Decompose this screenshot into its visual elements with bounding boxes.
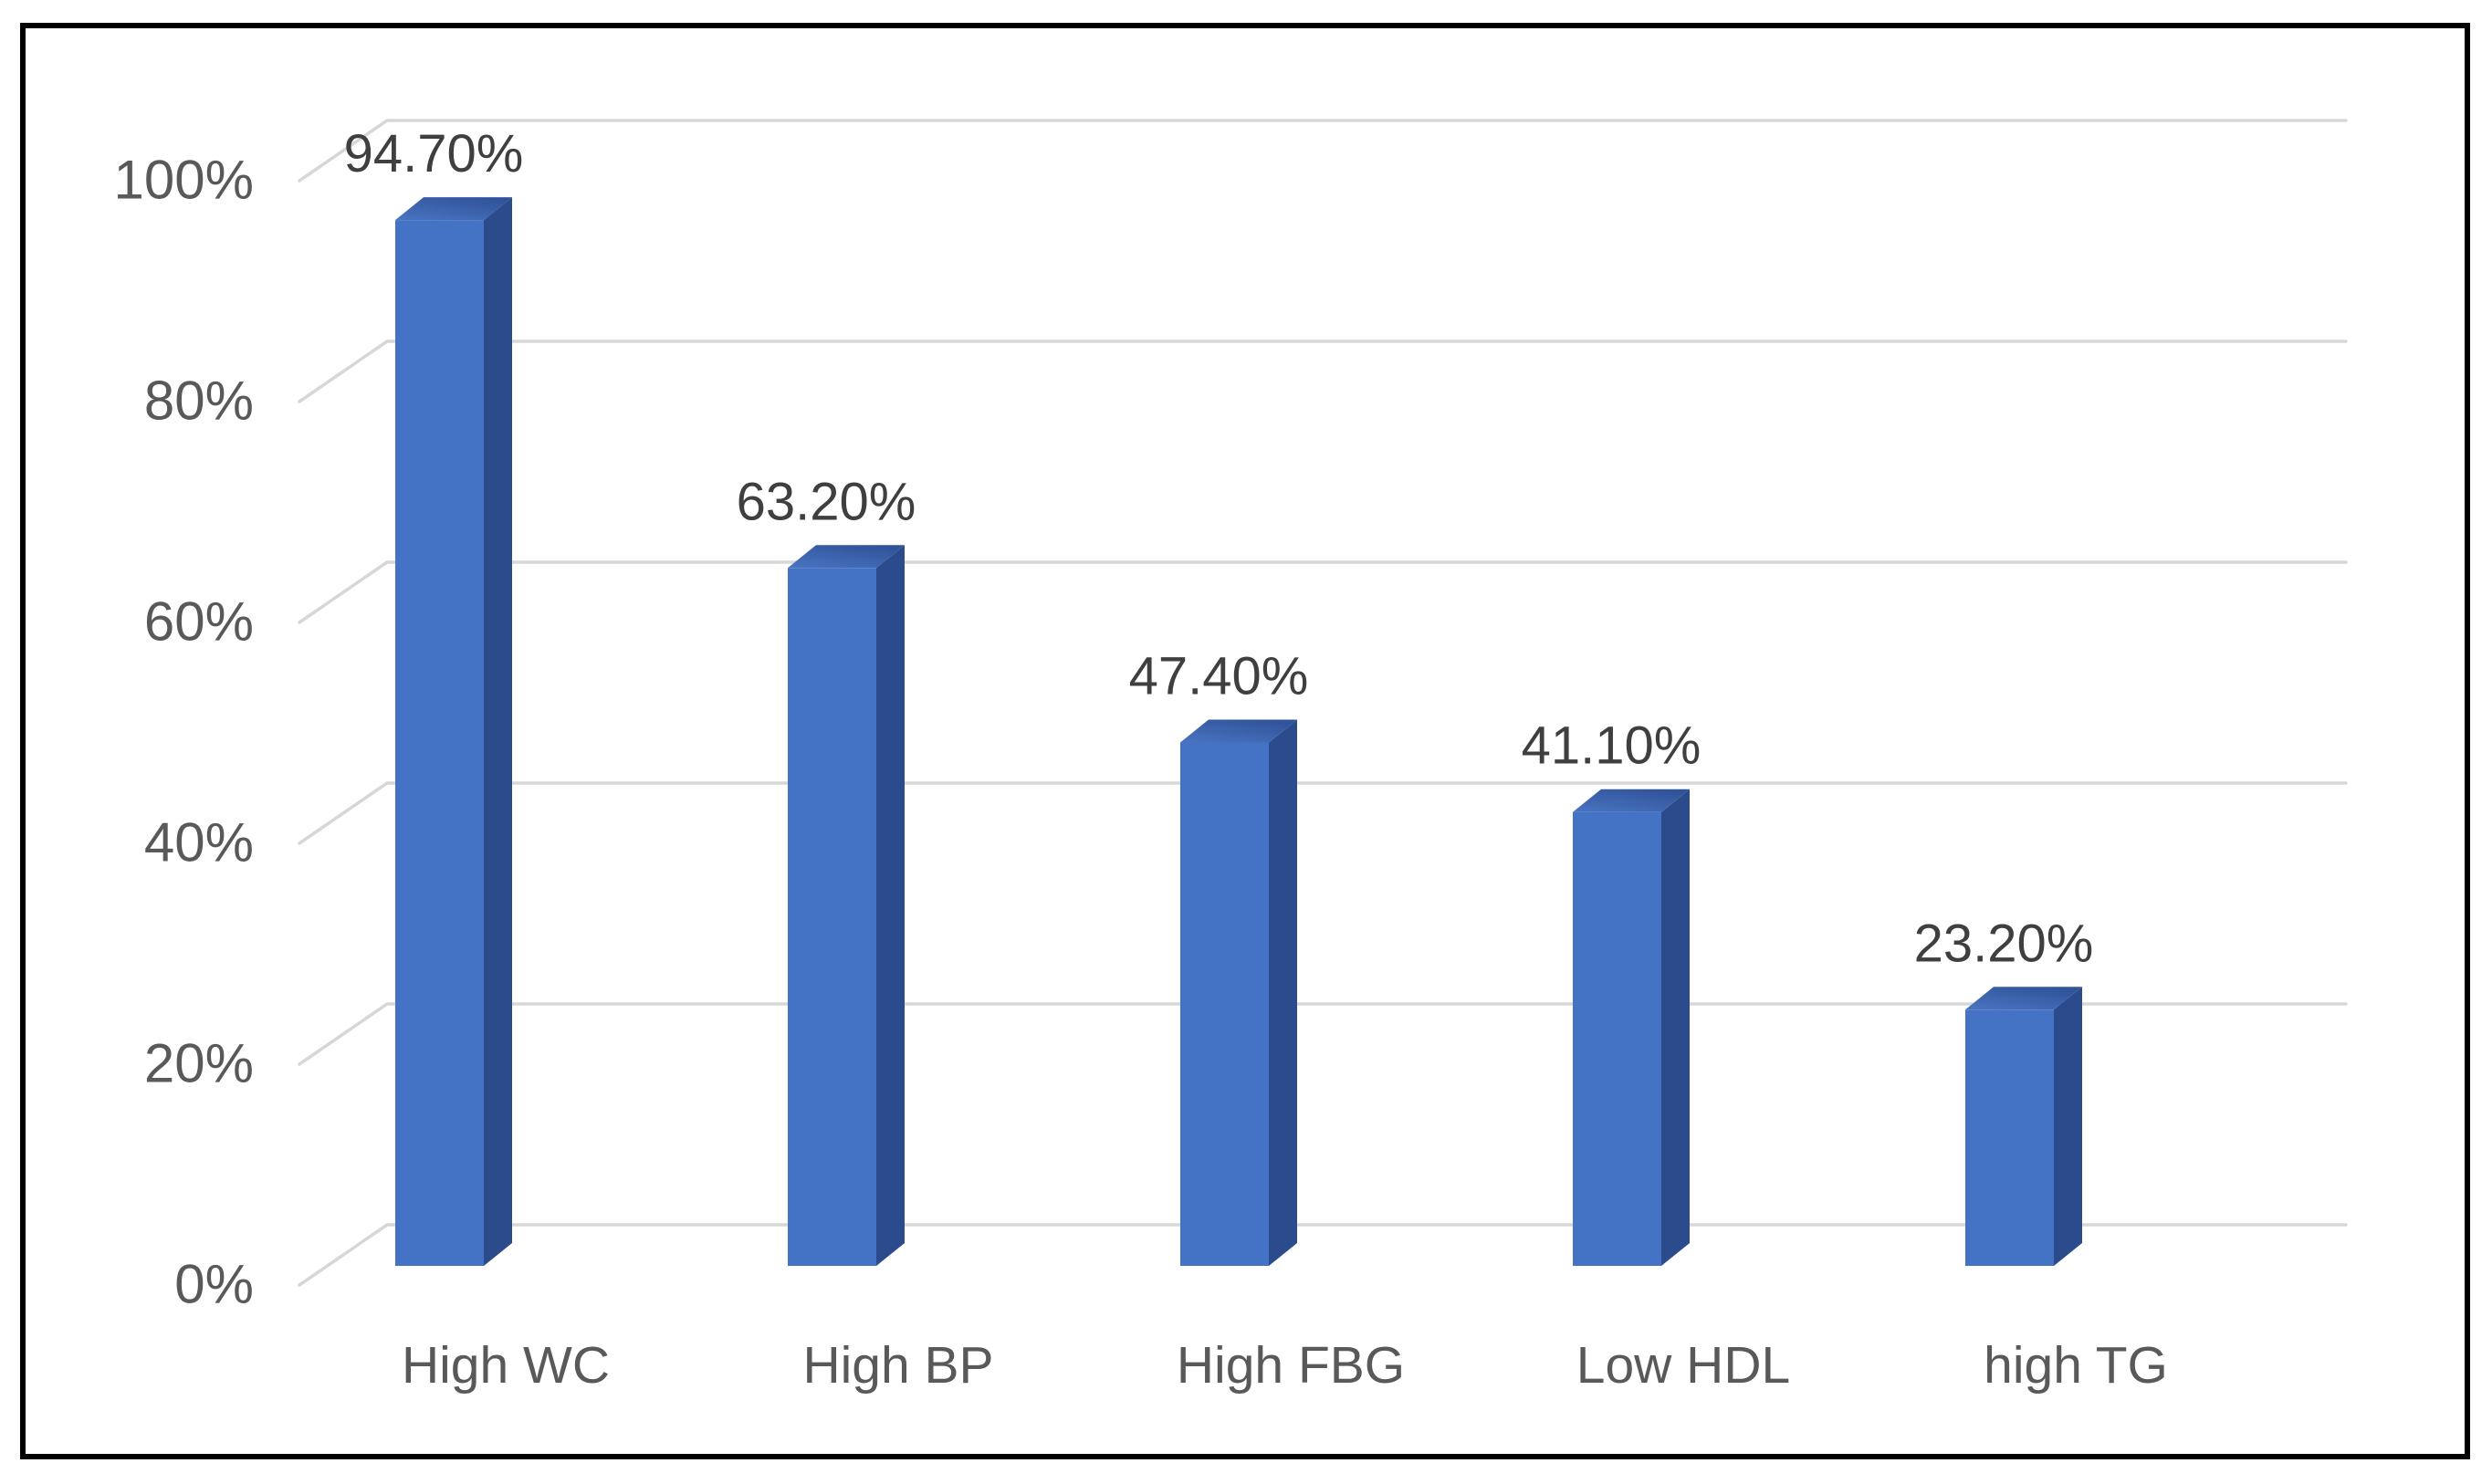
category-label-low-hdl: Low HDL xyxy=(1576,1336,1790,1395)
bar-side-face xyxy=(484,197,512,1266)
gridline-20- xyxy=(298,1002,2348,1066)
bar-top-face xyxy=(1573,789,1690,812)
data-label-high-bp: 63.20% xyxy=(737,472,916,531)
gridline-80- xyxy=(298,340,2348,403)
gridline-100- xyxy=(298,119,2348,183)
bar-high-tg xyxy=(1965,987,2082,1266)
bar-top-face xyxy=(1965,987,2082,1010)
y-tick-label-0-: 0% xyxy=(174,1254,254,1315)
data-labels: 94.70% 63.20% 47.40% 41.10% 23.20% xyxy=(344,124,2094,973)
bar-low-hdl xyxy=(1573,789,1690,1266)
bar-high-bp xyxy=(788,545,905,1266)
gridline-40- xyxy=(298,781,2348,845)
bar-top-face xyxy=(1180,719,1297,743)
y-tick-label-60-: 60% xyxy=(144,591,254,653)
y-tick-label-100-: 100% xyxy=(114,150,254,211)
y-tick-label-80-: 80% xyxy=(144,371,254,432)
figure-border xyxy=(20,23,2470,1459)
bar-side-face xyxy=(876,545,905,1266)
gridlines xyxy=(298,119,2348,1287)
y-axis-tick-labels: 0% 20% 40% 60% 80% 100% xyxy=(114,150,254,1315)
bar-side-face xyxy=(1661,789,1690,1266)
gridline-0- xyxy=(298,1223,2348,1287)
data-label-low-hdl: 41.10% xyxy=(1522,716,1701,776)
bar-top-face xyxy=(395,197,512,221)
bar-front-face xyxy=(1573,811,1661,1266)
data-label-high-tg: 23.20% xyxy=(1914,914,2094,973)
y-tick-label-40-: 40% xyxy=(144,812,254,873)
bar-series xyxy=(395,197,2082,1266)
category-label-high-tg: high TG xyxy=(1984,1336,2168,1395)
bar-high-wc xyxy=(395,197,512,1266)
bar-front-face xyxy=(395,220,484,1266)
category-axis-labels: High WC High BP High FBG Low HDL high TG xyxy=(402,1336,2168,1395)
category-label-high-wc: High WC xyxy=(402,1336,610,1395)
bar-front-face xyxy=(1180,742,1269,1266)
category-label-high-bp: High BP xyxy=(802,1336,993,1395)
bar-high-fbg xyxy=(1180,719,1297,1266)
category-label-high-fbg: High FBG xyxy=(1177,1336,1405,1395)
data-label-high-fbg: 47.40% xyxy=(1129,646,1309,705)
bar-front-face xyxy=(1965,1009,2054,1266)
bar-side-face xyxy=(1269,719,1297,1266)
bar-side-face xyxy=(2054,987,2082,1266)
y-tick-label-20-: 20% xyxy=(144,1033,254,1094)
data-label-high-wc: 94.70% xyxy=(344,124,524,183)
bar-top-face xyxy=(788,545,905,569)
gridline-60- xyxy=(298,560,2348,624)
bar-front-face xyxy=(788,568,876,1266)
